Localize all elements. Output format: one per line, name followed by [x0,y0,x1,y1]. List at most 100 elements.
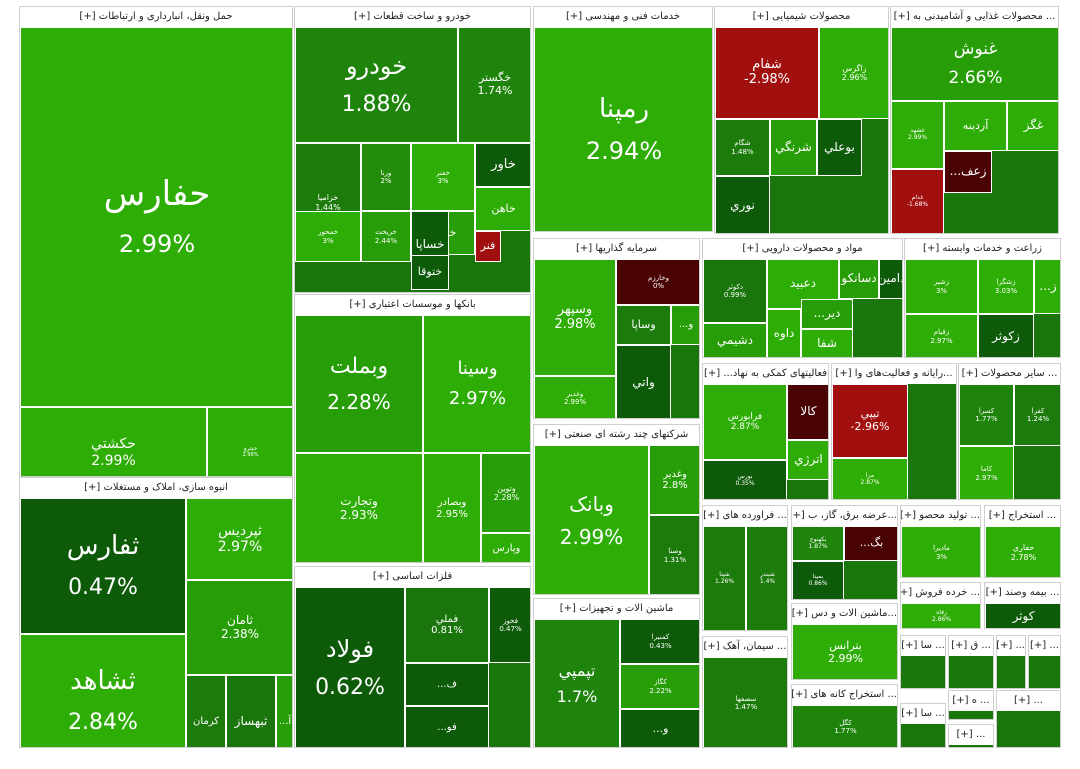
sector-header[interactable]: زراعت و خدمات وابسته [+] [905,239,1060,259]
expand-toggle[interactable]: [+] [901,587,913,598]
stock-tile[interactable]: ورنا 2% [361,143,411,211]
sector-23[interactable]: ... بیمه وصند [+] کوثر [984,582,1061,629]
sector-header[interactable]: شرکتهای چند رشته ای صنعتی [+] [534,425,699,445]
stock-tile[interactable]: خريخت 2.44% [361,211,411,262]
sector-header[interactable]: سرمایه گذاریها [+] [534,239,699,259]
stock-tile[interactable]: فنر [475,231,501,262]
sector-27[interactable]: ... [+] [996,635,1026,689]
stock-tile[interactable]: دير... [801,299,853,329]
expand-toggle[interactable]: [+] [565,11,586,22]
stock-tile[interactable]: سصفها 1.47% [703,657,787,747]
expand-toggle[interactable]: [+] [951,640,971,651]
sector-header[interactable]: فعالیتهای کمکی به نهاد... [+] [703,364,828,384]
stock-tile[interactable]: وغدير 2.99% [534,376,616,418]
stock-tile[interactable]: شبندر 1.4% [746,526,787,630]
sector-2[interactable]: خودرو و ساخت قطعات [+] خودرو 1.88% خگستر 1.7… [294,6,531,293]
stock-tile[interactable]: آ... [276,675,292,747]
stock-tile[interactable]: شفا [801,329,853,357]
stock-tile[interactable]: و... [620,709,699,747]
stock-tile[interactable]: زشگزا 3.03% [978,259,1034,314]
sector-header[interactable]: ... ه [+] [949,691,993,711]
sector-3[interactable]: بانکها و موسسات اعتباری [+] وبملت 2.28% وسي… [294,294,531,563]
sector-header[interactable]: ... بیمه وصند [+] [985,583,1060,603]
sector-16[interactable]: ... فراورده های [+] شپنا 1.26% شبندر 1.4% [702,505,788,631]
sector-29[interactable]: ... سا [+] [900,703,946,748]
sector-11[interactable]: مواد و محصولات دارویی [+] دکوثر 0.99% دعبيد… [702,238,903,358]
sector-15[interactable]: ... سایر محصولات [+] کسرا 1.77% کفرا 1.24% کا… [958,363,1061,500]
expand-toggle[interactable]: [+] [742,243,762,254]
expand-toggle[interactable]: [+] [372,571,393,582]
stock-tile[interactable]: رفاه 2.86% [901,603,980,628]
sector-header[interactable]: انبوه سازی، املاک و مستغلات [+] [20,478,292,498]
stock-tile[interactable]: تيپي -2.96% [832,384,908,458]
expand-toggle[interactable]: [+] [544,429,565,440]
stock-tile[interactable]: زعف... [944,151,992,193]
stock-tile[interactable]: شپنا 1.26% [703,526,746,630]
stock-tile[interactable]: مرا 2.87% [832,458,908,499]
sector-header[interactable]: محصولات شیمیایی [+] [715,7,888,27]
expand-toggle[interactable]: [+] [84,482,104,493]
stock-tile[interactable]: ختوقا [411,255,449,290]
sector-header[interactable]: ... فراورده های [+] [703,506,787,526]
stock-tile[interactable]: وبانک 2.99% [534,445,649,594]
sector-header[interactable]: ... سا [+] [901,636,945,656]
stock-tile[interactable]: دسانکو [839,259,879,299]
expand-toggle[interactable]: [+] [988,510,1009,521]
stock-tile[interactable]: وتجارت 2.93% [295,453,423,562]
stock-tile[interactable]: فملي 0.81% [405,587,489,663]
sector-31[interactable]: ... [+] [948,724,994,748]
sector-header[interactable]: ... [+] [949,725,993,745]
stock-tile[interactable]: شرنگي [770,119,817,176]
sector-header[interactable]: مواد و محصولات دارویی [+] [703,239,902,259]
expand-toggle[interactable]: [+] [893,11,913,22]
expand-toggle[interactable]: [+] [792,608,812,619]
stock-tile[interactable]: خمحور 3% [295,211,361,262]
expand-toggle[interactable]: [+] [956,729,976,740]
expand-toggle[interactable]: [+] [354,11,374,22]
stock-tile[interactable]: وتوين 2.28% [481,453,530,533]
sector-0[interactable]: حمل ونقل، انبارداری و ارتباطات [+] حفارس 2… [19,6,293,477]
stock-tile[interactable]: حپترو 2.99% [207,407,292,476]
sector-header[interactable]: ... استخراج کانه های [+] [792,685,897,705]
expand-toggle[interactable]: [+] [575,243,596,254]
stock-tile[interactable]: کفرا 1.24% [1014,384,1060,446]
sector-header[interactable]: ... سا [+] [901,704,945,724]
stock-tile[interactable]: خاور [475,143,530,187]
expand-toggle[interactable]: [+] [703,368,724,379]
sector-12[interactable]: زراعت و خدمات وابسته [+] زشير 3% زشگزا 3.03%… [904,238,1061,358]
stock-tile[interactable]: آردينه [944,101,1007,151]
stock-tile[interactable]: بوعلي [817,119,862,176]
expand-toggle[interactable]: [+] [997,640,1016,651]
expand-toggle[interactable]: [+] [961,368,981,379]
sector-header[interactable]: فلزات اساسی [+] [295,567,530,587]
stock-tile[interactable]: زکوثر [978,314,1034,357]
stock-tile[interactable]: کالا [787,384,828,440]
stock-tile[interactable]: ثپرديس 2.97% [186,498,292,580]
expand-toggle[interactable]: [+] [1030,640,1050,651]
sector-header[interactable]: ... خرده فروش [+] [901,583,980,603]
stock-tile[interactable]: بورس 0.35% [703,460,787,499]
stock-tile[interactable]: داوه [767,309,801,357]
stock-tile[interactable]: خگستر 1.74% [458,27,530,143]
expand-toggle[interactable]: [+] [901,640,921,651]
sector-header[interactable]: ...عرضه برق، گاز، ب [+] [792,506,897,526]
stock-tile[interactable]: ثفارس 0.47% [20,498,186,634]
stock-tile[interactable]: دشيمي [703,323,767,357]
sector-21[interactable]: ...ماشین الات و دس [+] بترانس 2.99% [791,603,898,680]
sector-10[interactable]: ... محصولات غذایی و آشامیدنی به [+] غنوش 2… [890,6,1059,234]
sector-header[interactable]: ... [+] [997,636,1025,656]
stock-tile[interactable]: غگز [1007,101,1058,151]
expand-toggle[interactable]: [+] [901,708,921,719]
stock-tile[interactable]: وبملت 2.28% [295,315,423,453]
sector-13[interactable]: فعالیتهای کمکی به نهاد... [+] فرابورس 2.87… [702,363,829,500]
stock-tile[interactable]: ثبهساز [226,675,276,747]
expand-toggle[interactable]: [+] [901,510,920,521]
sector-header[interactable]: ماشین الات و تجهیزات [+] [534,599,699,619]
stock-tile[interactable]: وساپا [616,305,671,345]
stock-tile[interactable]: کرمان [186,675,226,747]
stock-tile[interactable]: خفنر 3% [411,143,475,211]
stock-tile[interactable]: دامين [879,259,902,299]
sector-header[interactable]: ... [+] [1029,636,1060,656]
stock-tile[interactable]: کگل 1.77% [792,705,897,747]
stock-tile[interactable]: وپارس [481,533,530,562]
